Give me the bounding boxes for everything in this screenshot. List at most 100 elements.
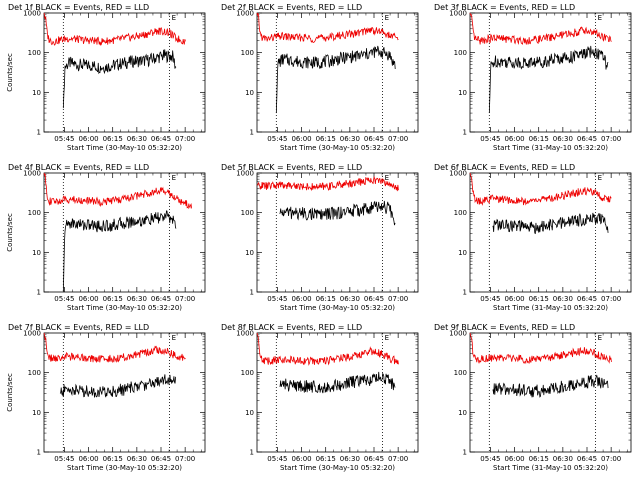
x-tick-label: 05:45 — [267, 455, 287, 463]
y-tick-label: 100 — [241, 369, 254, 377]
chart-title: Det 1f BLACK = Events, RED = LLD — [8, 3, 149, 12]
x-tick-label: 06:15 — [316, 455, 336, 463]
y-tick-label: 10 — [32, 89, 41, 97]
x-tick-label: 06:30 — [553, 135, 573, 143]
lld-series-line — [256, 175, 399, 192]
events-series-line — [275, 45, 396, 114]
time-marker-label: E — [172, 174, 176, 182]
x-tick-label: 05:45 — [54, 455, 74, 463]
x-tick-label: 05:45 — [54, 295, 74, 303]
y-tick-label: 100 — [28, 49, 41, 57]
chart-title: Det 9f BLACK = Events, RED = LLD — [434, 323, 575, 332]
y-tick-label: 100 — [28, 369, 41, 377]
y-tick-label: 1 — [37, 129, 41, 137]
detector-chart-3: Det 3f BLACK = Events, RED = LLD 1 10 100 10… — [434, 3, 632, 152]
detector-chart-2: Det 2f BLACK = Events, RED = LLD 1 10 100 10… — [221, 3, 419, 152]
chart-title: Det 2f BLACK = Events, RED = LLD — [221, 3, 362, 12]
plot-frame — [256, 332, 419, 453]
chart-title: Det 7f BLACK = Events, RED = LLD — [8, 323, 149, 332]
y-tick-label: 1000 — [23, 170, 41, 178]
detector-chart-6: Det 6f BLACK = Events, RED = LLD 1 10 100 10… — [434, 163, 632, 312]
y-tick-label: 1 — [463, 289, 467, 297]
x-tick-label: 06:45 — [151, 295, 171, 303]
x-tick-label: 06:30 — [127, 295, 147, 303]
y-tick-label: 10 — [245, 409, 254, 417]
events-series-line — [492, 212, 609, 235]
x-tick-label: 06:00 — [504, 295, 524, 303]
x-tick-label: 06:45 — [151, 455, 171, 463]
x-tick-label: 07:00 — [388, 455, 408, 463]
plot-frame — [469, 172, 632, 293]
x-tick-label: 06:30 — [553, 455, 573, 463]
time-marker-label: E — [598, 174, 602, 182]
plot-frame — [256, 172, 419, 293]
x-tick-label: 06:45 — [364, 295, 384, 303]
time-marker-label: E — [385, 14, 389, 22]
y-tick-label: 1000 — [23, 330, 41, 338]
x-tick-label: 06:00 — [504, 135, 524, 143]
y-axis-label: Counts/sec — [6, 53, 14, 92]
events-series-line — [62, 49, 177, 109]
chart-title: Det 5f BLACK = Events, RED = LLD — [221, 163, 362, 172]
events-series-line — [62, 210, 177, 293]
events-series-line — [492, 374, 609, 398]
x-tick-label: 05:45 — [480, 295, 500, 303]
y-tick-label: 10 — [458, 409, 467, 417]
x-axis-label: Start Time (30-May-10 05:32:20) — [67, 144, 182, 152]
plot-frame — [43, 12, 206, 133]
y-tick-label: 1000 — [236, 10, 254, 18]
x-tick-label: 07:00 — [388, 295, 408, 303]
y-tick-label: 1 — [250, 129, 254, 137]
y-tick-label: 1 — [463, 449, 467, 457]
detector-chart-5: Det 5f BLACK = Events, RED = LLD 1 10 100 10… — [221, 163, 419, 312]
y-tick-label: 1000 — [236, 330, 254, 338]
x-tick-label: 06:45 — [577, 455, 597, 463]
x-tick-label: 06:15 — [103, 455, 123, 463]
plot-frame — [256, 12, 419, 133]
y-tick-label: 1000 — [449, 170, 467, 178]
x-tick-label: 06:15 — [529, 295, 549, 303]
detector-chart-9: Det 9f BLACK = Events, RED = LLD 1 10 100 10… — [434, 323, 632, 472]
plot-frame — [43, 172, 206, 293]
x-tick-label: 06:30 — [553, 295, 573, 303]
x-tick-label: 06:15 — [103, 135, 123, 143]
y-tick-label: 1 — [37, 289, 41, 297]
y-tick-label: 1000 — [449, 330, 467, 338]
x-tick-label: 06:15 — [316, 295, 336, 303]
lld-series-line — [43, 12, 186, 46]
x-tick-label: 05:45 — [480, 135, 500, 143]
x-tick-label: 06:45 — [364, 455, 384, 463]
x-axis-label: Start Time (31-May-10 05:32:20) — [493, 464, 608, 472]
x-axis-label: Start Time (30-May-10 05:32:20) — [280, 304, 395, 312]
plot-frame — [469, 332, 632, 453]
chart-title: Det 3f BLACK = Events, RED = LLD — [434, 3, 575, 12]
x-tick-label: 05:45 — [480, 455, 500, 463]
y-tick-label: 100 — [241, 209, 254, 217]
chart-title: Det 6f BLACK = Events, RED = LLD — [434, 163, 575, 172]
time-marker-label: E — [172, 14, 176, 22]
y-tick-label: 10 — [245, 89, 254, 97]
y-tick-label: 100 — [241, 49, 254, 57]
plot-frame — [469, 12, 632, 133]
y-tick-label: 100 — [454, 369, 467, 377]
x-axis-label: Start Time (30-May-10 05:32:20) — [280, 144, 395, 152]
y-tick-label: 10 — [245, 249, 254, 257]
chart-title: Det 4f BLACK = Events, RED = LLD — [8, 163, 149, 172]
chart-title: Det 8f BLACK = Events, RED = LLD — [221, 323, 362, 332]
x-tick-label: 07:00 — [175, 295, 195, 303]
x-tick-label: 06:15 — [103, 295, 123, 303]
time-marker-label: E — [598, 14, 602, 22]
time-marker-label: E — [385, 334, 389, 342]
x-tick-label: 05:45 — [267, 135, 287, 143]
y-tick-label: 1 — [250, 289, 254, 297]
y-tick-label: 1000 — [23, 10, 41, 18]
detector-chart-8: Det 8f BLACK = Events, RED = LLD 1 10 100 10… — [221, 323, 419, 472]
time-marker-label: E — [598, 334, 602, 342]
x-axis-label: Start Time (30-May-10 05:32:20) — [280, 464, 395, 472]
y-tick-label: 10 — [32, 409, 41, 417]
detector-chart-4: Det 4f BLACK = Events, RED = LLD 1 10 100 10… — [6, 163, 206, 312]
lld-series-line — [43, 172, 193, 210]
x-tick-label: 06:15 — [529, 135, 549, 143]
lld-series-line — [256, 332, 399, 366]
